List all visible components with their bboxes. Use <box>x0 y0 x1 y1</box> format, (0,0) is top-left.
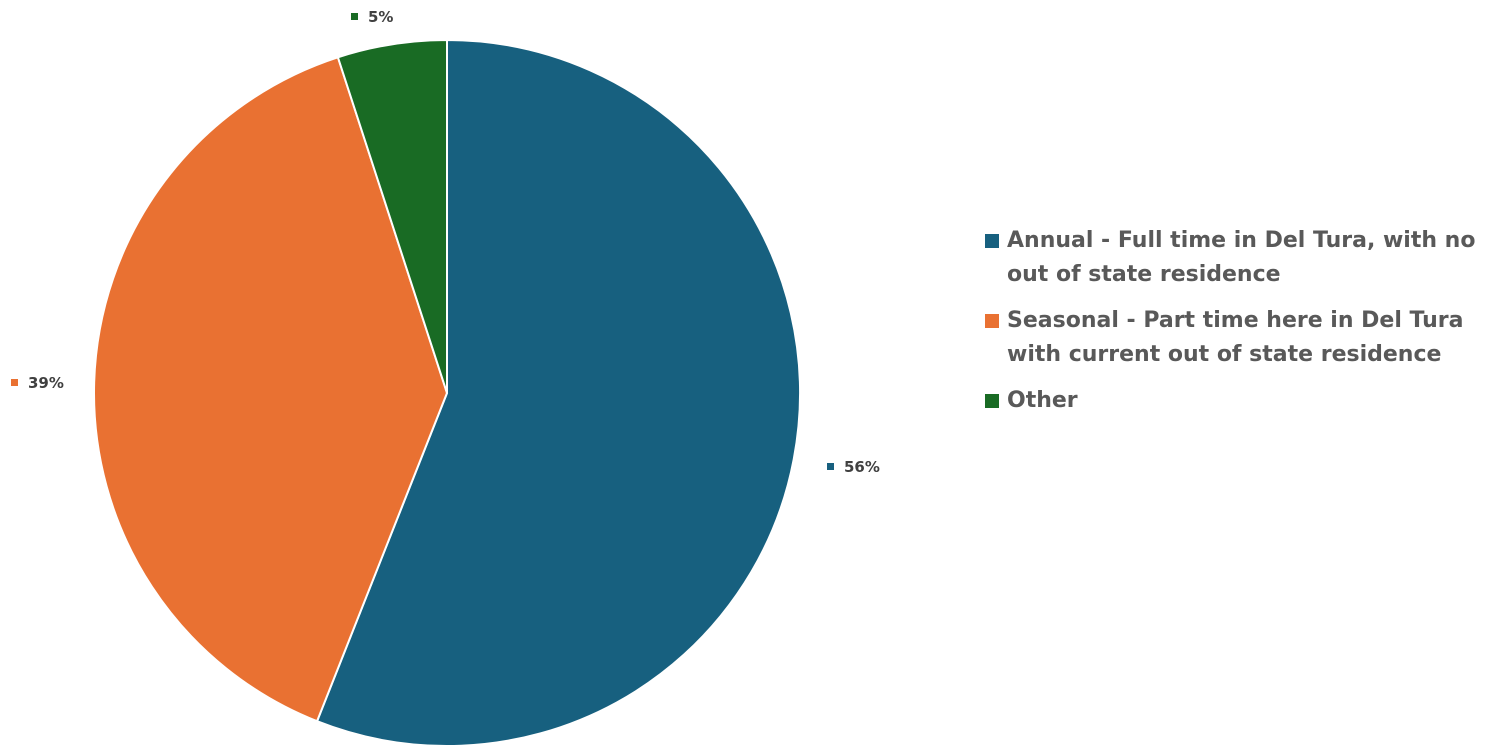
legend-swatch <box>985 394 999 408</box>
data-label-marker <box>351 13 358 20</box>
chart-legend: Annual - Full time in Del Tura, with no … <box>985 224 1495 418</box>
data-label-seasonal: 39% <box>11 374 64 392</box>
data-label-other: 5% <box>351 8 393 26</box>
legend-label: Other <box>1007 388 1078 413</box>
pie-slices <box>93 38 801 746</box>
pie-slice-other <box>336 38 448 394</box>
legend-item-annual: Annual - Full time in Del Tura, with no … <box>985 224 1495 292</box>
legend-label: Seasonal - Part time here in Del Tura wi… <box>1007 308 1464 367</box>
legend-item-other: Other <box>985 384 1495 418</box>
data-label-marker <box>827 463 834 470</box>
legend-swatch <box>985 314 999 328</box>
legend-swatch <box>985 234 999 248</box>
data-label-text: 5% <box>368 8 393 26</box>
pie-slice-annual <box>315 38 801 746</box>
pie-slice-seasonal <box>93 56 449 723</box>
data-label-text: 56% <box>844 458 880 476</box>
pie-data-labels: 56% 39% 5% <box>11 8 880 476</box>
legend-item-seasonal: Seasonal - Part time here in Del Tura wi… <box>985 304 1495 372</box>
data-label-marker <box>11 379 18 386</box>
data-label-text: 39% <box>28 374 64 392</box>
legend-label: Annual - Full time in Del Tura, with no … <box>1007 228 1476 287</box>
data-label-annual: 56% <box>827 458 880 476</box>
